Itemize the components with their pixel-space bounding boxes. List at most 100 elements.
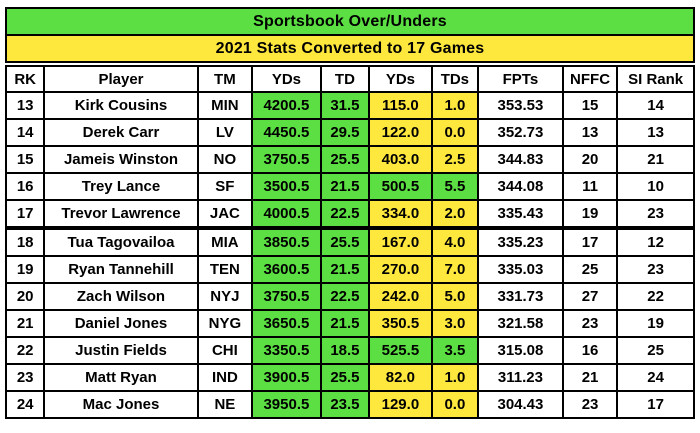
cell-nffc: 11: [561, 172, 619, 201]
cell-si-rank: 10: [616, 172, 695, 201]
cell-pass-td: 31.5: [319, 91, 371, 120]
cell-player: Zach Wilson: [43, 282, 199, 311]
cell-rush-yds: 167.0: [368, 226, 433, 257]
cell-team: CHI: [196, 336, 254, 365]
cell-player: Jameis Winston: [43, 145, 199, 174]
cell-pass-td: 18.5: [319, 336, 371, 365]
banner-box: Sportsbook Over/Unders 2021 Stats Conver…: [5, 7, 695, 63]
cell-fpts: 311.23: [477, 363, 564, 392]
cell-pass-td: 23.5: [319, 390, 371, 419]
cell-rush-tds: 4.0: [430, 226, 480, 257]
cell-team: NE: [196, 390, 254, 419]
cell-nffc: 19: [561, 199, 619, 229]
cell-si-rank: 22: [616, 282, 695, 311]
cell-team: NO: [196, 145, 254, 174]
cell-pass-td: 25.5: [319, 226, 371, 257]
table-row: 20 Zach Wilson NYJ 3750.5 22.5 242.0 5.0…: [4, 282, 695, 311]
cell-rush-yds: 403.0: [368, 145, 433, 174]
cell-si-rank: 17: [616, 390, 695, 419]
cell-fpts: 335.23: [477, 226, 564, 257]
cell-pass-yds: 3900.5: [251, 363, 322, 392]
cell-fpts: 353.53: [477, 91, 564, 120]
cell-fpts: 331.73: [477, 282, 564, 311]
cell-rush-yds: 129.0: [368, 390, 433, 419]
col-header-si-rank: SI Rank: [616, 65, 695, 93]
cell-fpts: 304.43: [477, 390, 564, 419]
cell-si-rank: 23: [616, 255, 695, 284]
cell-rush-tds: 5.5: [430, 172, 480, 201]
cell-rush-tds: 5.0: [430, 282, 480, 311]
cell-player: Matt Ryan: [43, 363, 199, 392]
table-subtitle: 2021 Stats Converted to 17 Games: [7, 36, 693, 61]
cell-si-rank: 25: [616, 336, 695, 365]
cell-rush-yds: 350.5: [368, 309, 433, 338]
cell-rush-tds: 0.0: [430, 390, 480, 419]
cell-si-rank: 19: [616, 309, 695, 338]
cell-pass-yds: 4450.5: [251, 118, 322, 147]
cell-rush-tds: 3.5: [430, 336, 480, 365]
cell-rk: 19: [4, 255, 46, 284]
cell-player: Trey Lance: [43, 172, 199, 201]
sportsbook-over-unders-sheet: Sportsbook Over/Unders 2021 Stats Conver…: [4, 7, 695, 419]
cell-si-rank: 21: [616, 145, 695, 174]
cell-player: Derek Carr: [43, 118, 199, 147]
cell-pass-td: 21.5: [319, 309, 371, 338]
cell-player: Daniel Jones: [43, 309, 199, 338]
cell-rk: 17: [4, 199, 46, 229]
cell-rush-yds: 270.0: [368, 255, 433, 284]
cell-fpts: 321.58: [477, 309, 564, 338]
cell-pass-yds: 3850.5: [251, 226, 322, 257]
cell-nffc: 16: [561, 336, 619, 365]
cell-rush-yds: 122.0: [368, 118, 433, 147]
cell-si-rank: 13: [616, 118, 695, 147]
table-row: 19 Ryan Tannehill TEN 3600.5 21.5 270.0 …: [4, 255, 695, 284]
cell-pass-td: 21.5: [319, 172, 371, 201]
cell-fpts: 335.03: [477, 255, 564, 284]
cell-nffc: 17: [561, 226, 619, 257]
cell-pass-yds: 3750.5: [251, 145, 322, 174]
table-row: 22 Justin Fields CHI 3350.5 18.5 525.5 3…: [4, 336, 695, 365]
col-header-pass-td: TD: [319, 65, 371, 93]
cell-team: NYG: [196, 309, 254, 338]
cell-si-rank: 24: [616, 363, 695, 392]
cell-pass-yds: 3650.5: [251, 309, 322, 338]
qb-stats-table: RK Player TM YDs TD YDs TDs FPTs NFFC SI…: [4, 65, 695, 419]
cell-fpts: 344.08: [477, 172, 564, 201]
cell-pass-td: 22.5: [319, 282, 371, 311]
col-header-player: Player: [43, 65, 199, 93]
table-row: 15 Jameis Winston NO 3750.5 25.5 403.0 2…: [4, 145, 695, 174]
cell-rk: 16: [4, 172, 46, 201]
cell-pass-td: 22.5: [319, 199, 371, 229]
cell-pass-yds: 4000.5: [251, 199, 322, 229]
cell-pass-td: 25.5: [319, 363, 371, 392]
cell-si-rank: 12: [616, 226, 695, 257]
cell-pass-yds: 3350.5: [251, 336, 322, 365]
cell-pass-yds: 4200.5: [251, 91, 322, 120]
cell-rush-yds: 82.0: [368, 363, 433, 392]
cell-rush-tds: 2.5: [430, 145, 480, 174]
table-row: 14 Derek Carr LV 4450.5 29.5 122.0 0.0 3…: [4, 118, 695, 147]
cell-team: TEN: [196, 255, 254, 284]
cell-rk: 24: [4, 390, 46, 419]
cell-rush-tds: 7.0: [430, 255, 480, 284]
cell-nffc: 23: [561, 309, 619, 338]
cell-rush-tds: 3.0: [430, 309, 480, 338]
cell-team: LV: [196, 118, 254, 147]
cell-team: MIN: [196, 91, 254, 120]
cell-si-rank: 23: [616, 199, 695, 229]
cell-rk: 21: [4, 309, 46, 338]
table-row: 17 Trevor Lawrence JAC 4000.5 22.5 334.0…: [4, 199, 695, 229]
table-row: 16 Trey Lance SF 3500.5 21.5 500.5 5.5 3…: [4, 172, 695, 201]
cell-nffc: 20: [561, 145, 619, 174]
cell-player: Trevor Lawrence: [43, 199, 199, 229]
cell-rush-yds: 334.0: [368, 199, 433, 229]
cell-rk: 14: [4, 118, 46, 147]
cell-nffc: 21: [561, 363, 619, 392]
cell-rush-yds: 500.5: [368, 172, 433, 201]
cell-rush-yds: 115.0: [368, 91, 433, 120]
cell-nffc: 25: [561, 255, 619, 284]
cell-rk: 23: [4, 363, 46, 392]
cell-nffc: 13: [561, 118, 619, 147]
col-header-nffc: NFFC: [561, 65, 619, 93]
cell-pass-td: 25.5: [319, 145, 371, 174]
